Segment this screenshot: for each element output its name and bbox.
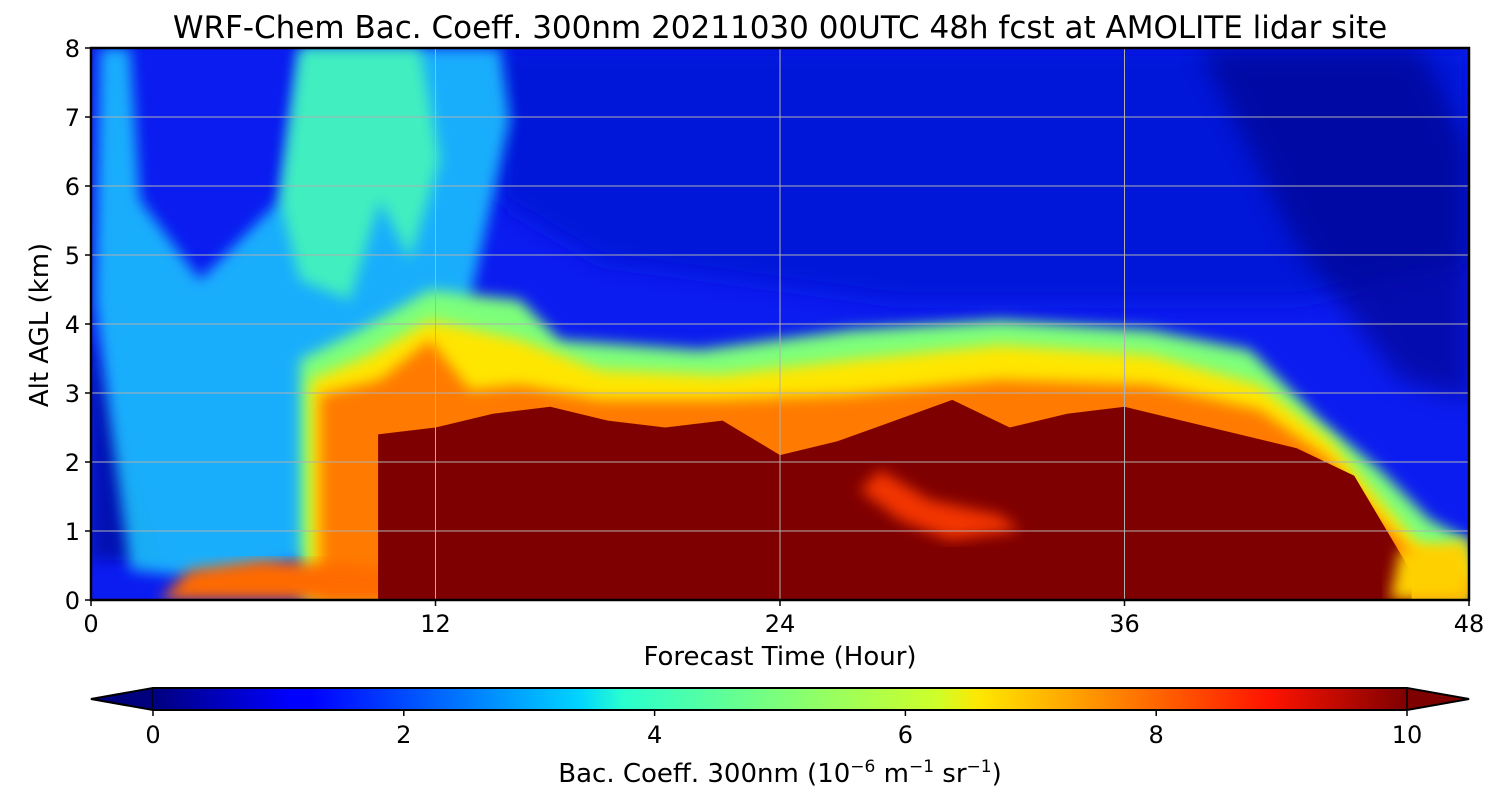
colorbar: 0 2 4 6 8 10 Bac. Coeff. 300nm (10−6 m−1 sr−1… — [90, 687, 1470, 789]
y-tick-label: 6 — [65, 173, 80, 201]
x-tick-label: 48 — [1454, 610, 1485, 638]
colorbar-label: Bac. Coeff. 300nm (10−6 m−1 sr−1) — [558, 757, 1001, 789]
colorbar-extend-low — [90, 687, 154, 711]
colorbar-tick-label: 0 — [145, 721, 160, 749]
y-tick-label: 0 — [65, 587, 80, 615]
field-left-dark — [91, 330, 160, 560]
y-tick-label: 3 — [65, 380, 80, 408]
colorbar-tick-label: 6 — [898, 721, 913, 749]
colorbar-tick-label: 10 — [1392, 721, 1423, 749]
x-tick-label: 0 — [83, 610, 98, 638]
y-axis-ticks: 0 1 2 3 4 5 6 7 8 — [65, 35, 91, 615]
gridlines — [91, 48, 1469, 600]
field-inner-plume — [860, 470, 1020, 540]
field-upper-blue — [500, 48, 1469, 300]
x-tick-label: 36 — [1109, 610, 1140, 638]
field-green-plume — [280, 48, 440, 300]
colorbar-ticks: 0 2 4 6 8 10 — [145, 710, 1422, 749]
x-axis-ticks: 0 12 24 36 48 — [83, 600, 1484, 638]
colorbar-gradient — [153, 688, 1407, 710]
x-tick-label: 24 — [765, 610, 796, 638]
colorbar-tick-label: 8 — [1149, 721, 1164, 749]
y-tick-label: 1 — [65, 518, 80, 546]
y-axis-title: Alt AGL (km) — [25, 243, 55, 407]
y-tick-label: 5 — [65, 242, 80, 270]
colorbar-tick-label: 4 — [647, 721, 662, 749]
colorbar-tick-label: 2 — [396, 721, 411, 749]
x-axis-title: Forecast Time (Hour) — [643, 642, 916, 672]
y-tick-label: 2 — [65, 449, 80, 477]
y-tick-label: 4 — [65, 311, 80, 339]
chart-title: WRF-Chem Bac. Coeff. 300nm 20211030 00UT… — [173, 10, 1387, 46]
field-right-low — [1390, 540, 1469, 600]
field-upper-dark — [1200, 48, 1469, 400]
y-tick-label: 8 — [65, 35, 80, 63]
x-tick-label: 12 — [420, 610, 451, 638]
colorbar-extend-high — [1406, 687, 1470, 711]
y-tick-label: 7 — [65, 104, 80, 132]
heatmap-field — [91, 48, 1469, 600]
